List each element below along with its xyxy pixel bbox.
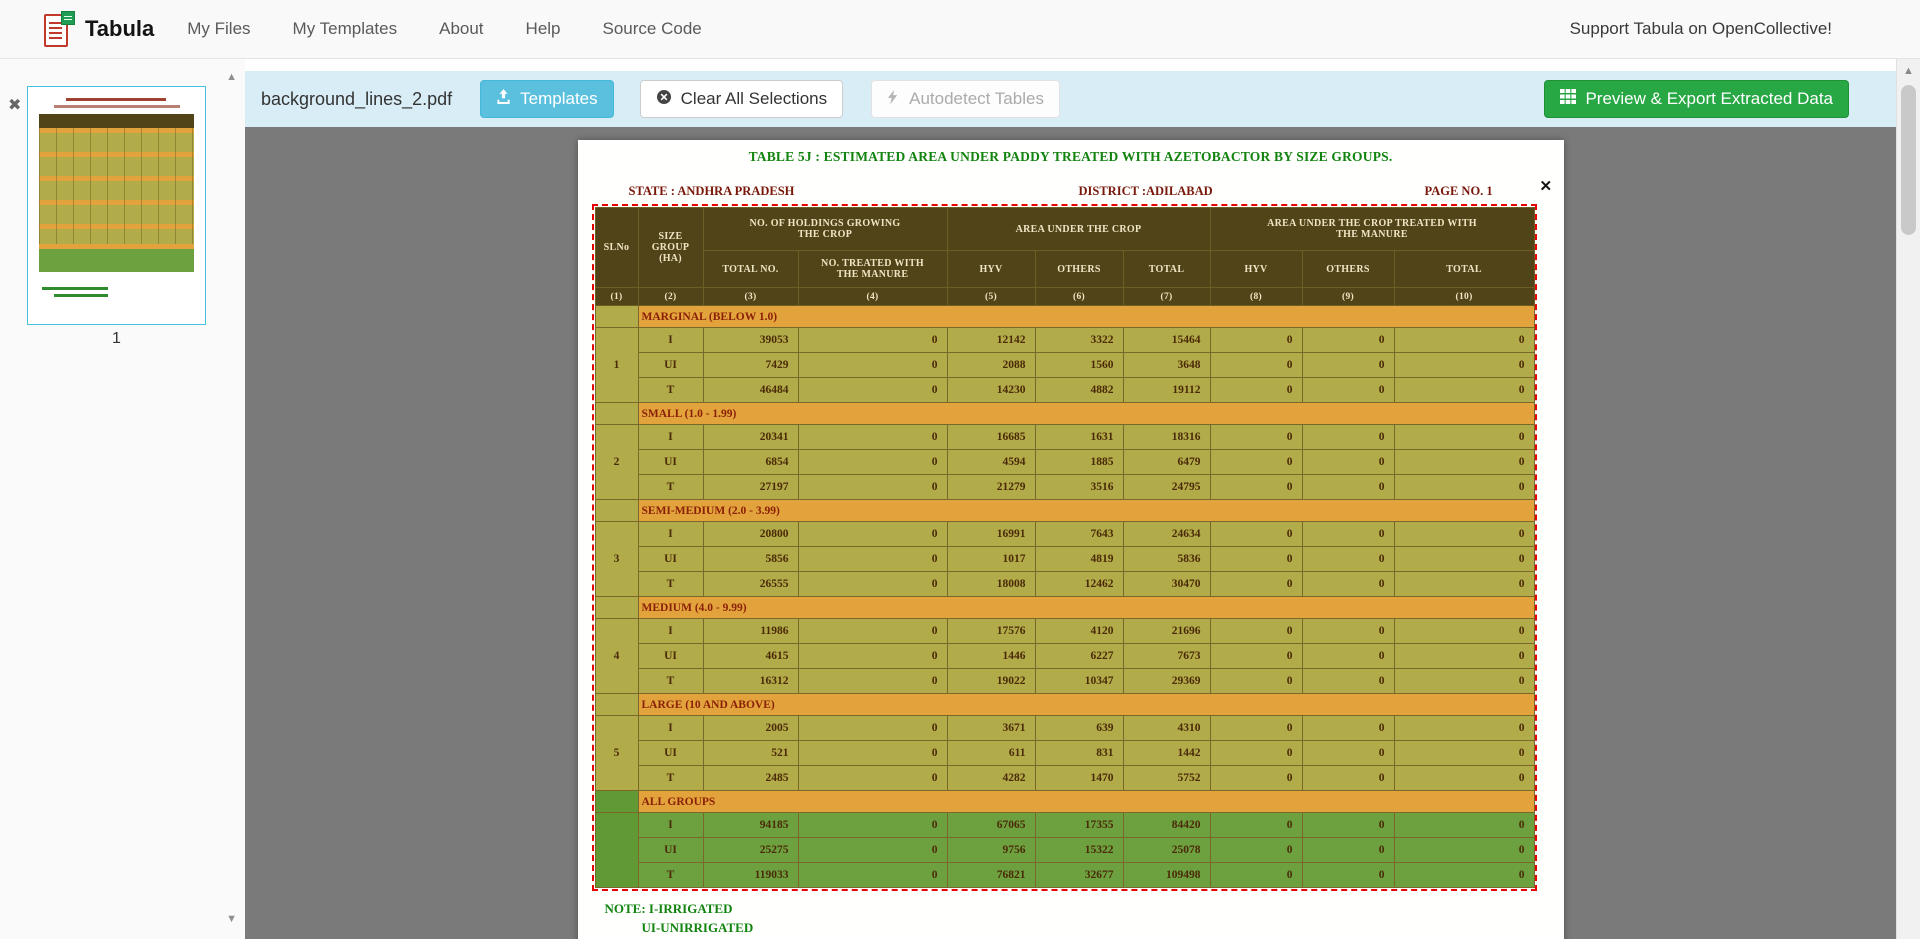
nav-item-my-templates[interactable]: My Templates <box>272 19 419 39</box>
thumb-note-line <box>42 287 108 290</box>
scrollbar-thumb[interactable] <box>1901 85 1916 235</box>
top-navbar: Tabula My Files My Templates About Help … <box>0 0 1920 59</box>
brand-name: Tabula <box>85 16 154 42</box>
main-scrollbar[interactable]: ▲ <box>1896 59 1920 939</box>
page-no-label: PAGE NO. 1 <box>1425 184 1493 199</box>
upload-icon <box>496 89 511 109</box>
clear-all-selections-button[interactable]: Clear All Selections <box>640 80 843 118</box>
support-link[interactable]: Support Tabula on OpenCollective! <box>1570 19 1832 39</box>
current-filename: background_lines_2.pdf <box>261 89 452 110</box>
remove-circle-icon <box>656 89 672 110</box>
sidebar-scroll-up-icon[interactable]: ▲ <box>226 71 237 83</box>
lightning-icon <box>887 89 900 110</box>
clear-all-selections-label: Clear All Selections <box>681 89 827 109</box>
scroll-up-icon[interactable]: ▲ <box>1897 65 1920 77</box>
district-label: DISTRICT :ADILABAD <box>1079 184 1213 199</box>
remove-page-icon[interactable]: ✖ <box>8 95 21 115</box>
preview-export-button[interactable]: Preview & Export Extracted Data <box>1544 80 1849 118</box>
autodetect-tables-button[interactable]: Autodetect Tables <box>871 80 1060 118</box>
nav-item-my-files[interactable]: My Files <box>166 19 271 39</box>
nav-links: My Files My Templates About Help Source … <box>166 19 722 39</box>
thumb-note-line <box>54 294 108 297</box>
nav-item-source-code[interactable]: Source Code <box>582 19 723 39</box>
note-line-1: NOTE: I-IRRIGATED <box>605 901 733 917</box>
templates-button[interactable]: Templates <box>480 80 613 118</box>
preview-export-label: Preview & Export Extracted Data <box>1585 89 1833 109</box>
nav-item-help[interactable]: Help <box>505 19 582 39</box>
pdf-page[interactable]: TABLE 5J : ESTIMATED AREA UNDER PADDY TR… <box>578 140 1564 939</box>
toolbar: background_lines_2.pdf Templates Clear A… <box>245 71 1896 127</box>
selection-close-icon[interactable]: ✕ <box>1540 177 1553 195</box>
page-thumbnail-sidebar: ✖ 1 ▲ ▼ <box>0 59 245 939</box>
nav-item-about[interactable]: About <box>418 19 504 39</box>
table-grid-icon <box>1560 89 1576 109</box>
autodetect-tables-label: Autodetect Tables <box>909 89 1044 109</box>
templates-button-label: Templates <box>520 89 597 109</box>
thumb-title-line <box>66 98 166 101</box>
page-number-label: 1 <box>27 330 206 348</box>
brand-link[interactable]: Tabula <box>44 11 154 48</box>
table-selection-box[interactable] <box>592 204 1537 891</box>
document-area: TABLE 5J : ESTIMATED AREA UNDER PADDY TR… <box>245 127 1896 939</box>
state-label: STATE : ANDHRA PRADESH <box>629 184 795 199</box>
thumb-table-preview <box>39 114 194 278</box>
thumb-title-line <box>54 105 180 108</box>
document-title: TABLE 5J : ESTIMATED AREA UNDER PADDY TR… <box>578 149 1564 165</box>
sidebar-scroll-down-icon[interactable]: ▼ <box>226 913 237 925</box>
extracted-table: SLNo SIZE GROUP (HA) NO. OF HOLDINGS GRO… <box>595 207 1534 888</box>
note-line-2: UI-UNIRRIGATED <box>642 920 754 936</box>
tabula-logo-icon <box>44 11 75 48</box>
page-thumbnail[interactable] <box>27 86 206 325</box>
